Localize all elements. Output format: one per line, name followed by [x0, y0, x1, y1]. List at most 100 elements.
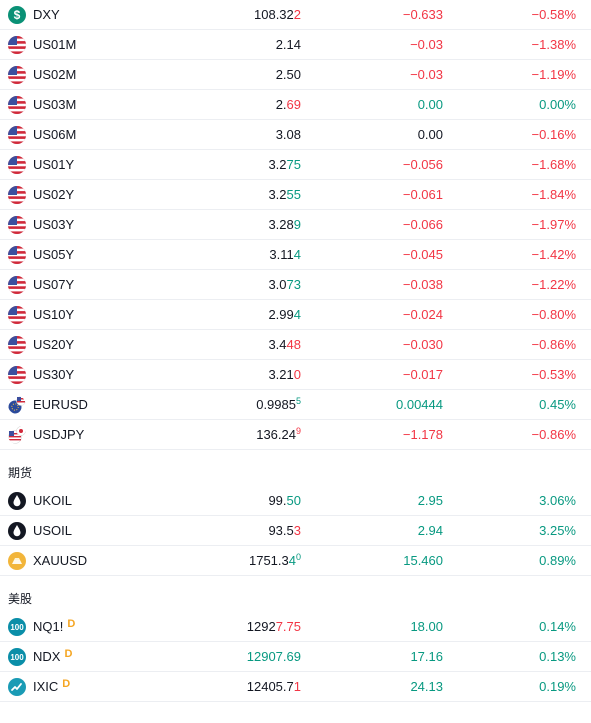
change-percent: 0.45%: [539, 397, 576, 412]
section-header-us-stocks[interactable]: 美股: [0, 576, 591, 612]
symbol-name: XAUUSD: [33, 553, 88, 568]
last-price-main: 3.4: [268, 337, 287, 352]
symbol-name: US30Y: [33, 367, 75, 382]
change-percent: −1.19%: [531, 67, 576, 82]
change-percent: −1.97%: [531, 217, 576, 232]
watchlist-row[interactable]: $ DXY 108.322 −0.633 −0.58%: [0, 0, 591, 30]
watchlist-row[interactable]: US07Y 3.073 −0.038 −1.22%: [0, 270, 591, 300]
symbol-name: DXY: [33, 7, 60, 22]
watchlist-row[interactable]: 100 NQ1! D 12927.75 18.00 0.14%: [0, 612, 591, 642]
last-price-fraction: 5: [295, 396, 301, 406]
symbol-name: USDJPY: [33, 427, 85, 442]
last-price-main: 108.32: [254, 7, 294, 22]
last-price-main: 2.50: [275, 67, 301, 82]
symbol-name: US20Y: [33, 337, 75, 352]
symbol-cell: EURUSD: [33, 397, 88, 412]
watchlist-row[interactable]: IXIC D 12405.71 24.13 0.19%: [0, 672, 591, 702]
change-value: −0.061: [402, 187, 443, 202]
symbol-cell: UKOIL: [33, 493, 72, 508]
last-price-fraction: 9: [295, 426, 301, 436]
trend-line-icon: [8, 678, 26, 696]
symbol-name: US02M: [33, 67, 77, 82]
watchlist-row[interactable]: US20Y 3.448 −0.030 −0.86%: [0, 330, 591, 360]
last-price-tail: 0: [293, 367, 301, 382]
symbol-cell: DXY: [33, 7, 60, 22]
symbol-name: EURUSD: [33, 397, 88, 412]
change-value: 2.94: [417, 523, 443, 538]
watchlist-row[interactable]: US01Y 3.275 −0.056 −1.68%: [0, 150, 591, 180]
symbol-name: IXIC: [33, 679, 59, 694]
change-value: −0.633: [402, 7, 443, 22]
watchlist-row[interactable]: 100 NDX D 12907.69 17.16 0.13%: [0, 642, 591, 672]
change-percent: −0.58%: [531, 7, 576, 22]
watchlist-row[interactable]: US01M 2.14 −0.03 −1.38%: [0, 30, 591, 60]
symbol-cell: NDX D: [33, 648, 72, 664]
watchlist-row[interactable]: US03M 2.69 0.00 0.00%: [0, 90, 591, 120]
us-flag-icon: [8, 336, 26, 354]
last-price: 3.210: [268, 367, 301, 382]
symbol-name: UKOIL: [33, 493, 73, 508]
delayed-badge: D: [62, 678, 71, 690]
us-flag-icon: [8, 156, 26, 174]
symbol-name: US02Y: [33, 187, 75, 202]
last-price-main: 1751.3: [248, 553, 289, 568]
last-price: 93.53: [268, 523, 301, 538]
last-price: 12405.71: [247, 679, 301, 694]
change-value: 0.00: [417, 127, 443, 142]
dollar-icon: $: [8, 6, 26, 24]
last-price-main: 3.08: [275, 127, 301, 142]
watchlist-row[interactable]: US30Y 3.210 −0.017 −0.53%: [0, 360, 591, 390]
last-price-tail: 2: [293, 7, 301, 22]
delayed-badge: D: [67, 618, 76, 630]
watchlist-row[interactable]: US02Y 3.255 −0.061 −1.84%: [0, 180, 591, 210]
section-header-futures[interactable]: 期货: [0, 450, 591, 486]
last-price: 3.275: [268, 157, 301, 172]
oil-drop-icon: [8, 492, 26, 510]
last-price: 136.249: [256, 426, 301, 442]
change-value: −0.045: [402, 247, 443, 262]
last-price: 2.69: [276, 97, 301, 112]
us-flag-icon: [8, 306, 26, 324]
symbol-name: US06M: [33, 127, 77, 142]
watchlist-row[interactable]: US02M 2.50 −0.03 −1.19%: [0, 60, 591, 90]
section-title: 美股: [8, 592, 33, 606]
change-percent: 0.19%: [539, 679, 576, 694]
watchlist-row[interactable]: USOIL 93.53 2.94 3.25%: [0, 516, 591, 546]
change-value: −0.066: [402, 217, 443, 232]
symbol-cell: US01M: [33, 37, 76, 52]
last-price-tail: 1: [293, 679, 301, 694]
watchlist-row[interactable]: USDJPY 136.249 −1.178 −0.86%: [0, 420, 591, 450]
last-price: 2.14: [276, 37, 301, 52]
symbol-cell: USDJPY: [33, 427, 84, 442]
change-percent: 3.25%: [539, 523, 576, 538]
last-price-tail: 3: [293, 523, 301, 538]
symbol-name: US10Y: [33, 307, 75, 322]
last-price-tail: 9: [293, 217, 301, 232]
watchlist-row[interactable]: US06M 3.08 0.00 −0.16%: [0, 120, 591, 150]
last-price-main: 2.14: [275, 37, 301, 52]
watchlist-row[interactable]: EURUSD 0.99855 0.00444 0.45%: [0, 390, 591, 420]
last-price-main: 3.2: [268, 157, 287, 172]
last-price-main: 136.24: [256, 427, 296, 442]
symbol-name: USOIL: [33, 523, 73, 538]
symbol-name: US01Y: [33, 157, 75, 172]
last-price: 108.322: [254, 7, 301, 22]
watchlist-row[interactable]: XAUUSD 1751.340 15.460 0.89%: [0, 546, 591, 576]
watchlist-row[interactable]: US05Y 3.114 −0.045 −1.42%: [0, 240, 591, 270]
last-price: 3.289: [268, 217, 301, 232]
last-price-main: 1292: [246, 619, 276, 634]
last-price-main: 3.0: [268, 277, 287, 292]
change-value: −0.03: [410, 67, 443, 82]
last-price: 3.08: [276, 127, 301, 142]
symbol-cell: US20Y: [33, 337, 74, 352]
last-price-tail: 4: [288, 553, 296, 568]
change-percent: −0.16%: [531, 127, 576, 142]
us-flag-icon: [8, 126, 26, 144]
change-percent: −0.86%: [531, 337, 576, 352]
last-price-main: 3.28: [268, 217, 294, 232]
watchlist-row[interactable]: UKOIL 99.50 2.95 3.06%: [0, 486, 591, 516]
watchlist-row[interactable]: US03Y 3.289 −0.066 −1.97%: [0, 210, 591, 240]
watchlist-row[interactable]: US10Y 2.994 −0.024 −0.80%: [0, 300, 591, 330]
change-percent: 3.06%: [539, 493, 576, 508]
symbol-cell: US03M: [33, 97, 76, 112]
